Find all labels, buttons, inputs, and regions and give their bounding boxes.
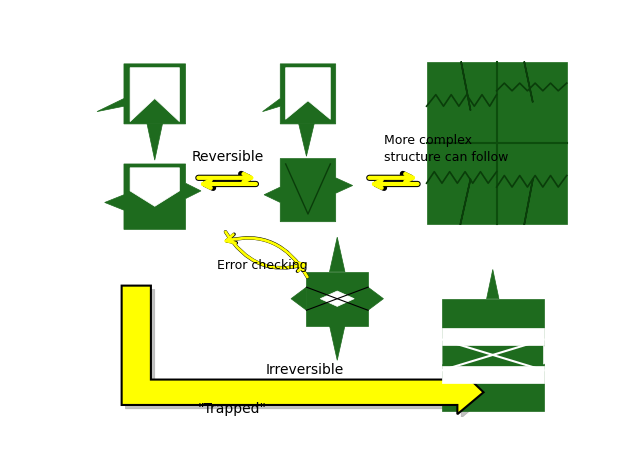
Text: Error checking: Error checking: [217, 259, 308, 272]
Text: Irreversible: Irreversible: [266, 363, 344, 377]
Text: Reversible: Reversible: [192, 150, 264, 164]
Polygon shape: [147, 124, 163, 160]
FancyArrowPatch shape: [225, 232, 305, 271]
Polygon shape: [264, 159, 353, 222]
Polygon shape: [486, 270, 499, 299]
Text: structure can follow: structure can follow: [384, 151, 509, 164]
Text: "Trapped": "Trapped": [197, 402, 266, 416]
Bar: [427, 62, 566, 224]
Polygon shape: [368, 287, 383, 310]
Bar: [442, 328, 543, 345]
Polygon shape: [97, 64, 186, 124]
Polygon shape: [105, 164, 201, 229]
Bar: [442, 366, 543, 383]
Bar: [442, 299, 543, 411]
Polygon shape: [285, 68, 330, 119]
Polygon shape: [291, 287, 307, 310]
Polygon shape: [130, 168, 179, 206]
FancyArrowPatch shape: [227, 234, 307, 277]
Polygon shape: [320, 291, 354, 307]
Polygon shape: [262, 64, 336, 124]
Polygon shape: [330, 237, 345, 272]
Polygon shape: [428, 346, 442, 364]
Polygon shape: [122, 285, 484, 414]
FancyArrowPatch shape: [225, 232, 305, 271]
Polygon shape: [130, 68, 179, 122]
Text: More complex: More complex: [384, 134, 472, 147]
Polygon shape: [125, 290, 488, 418]
Polygon shape: [543, 346, 557, 364]
FancyArrowPatch shape: [226, 234, 307, 277]
Bar: [307, 272, 368, 326]
Polygon shape: [299, 124, 314, 156]
Polygon shape: [330, 326, 345, 360]
